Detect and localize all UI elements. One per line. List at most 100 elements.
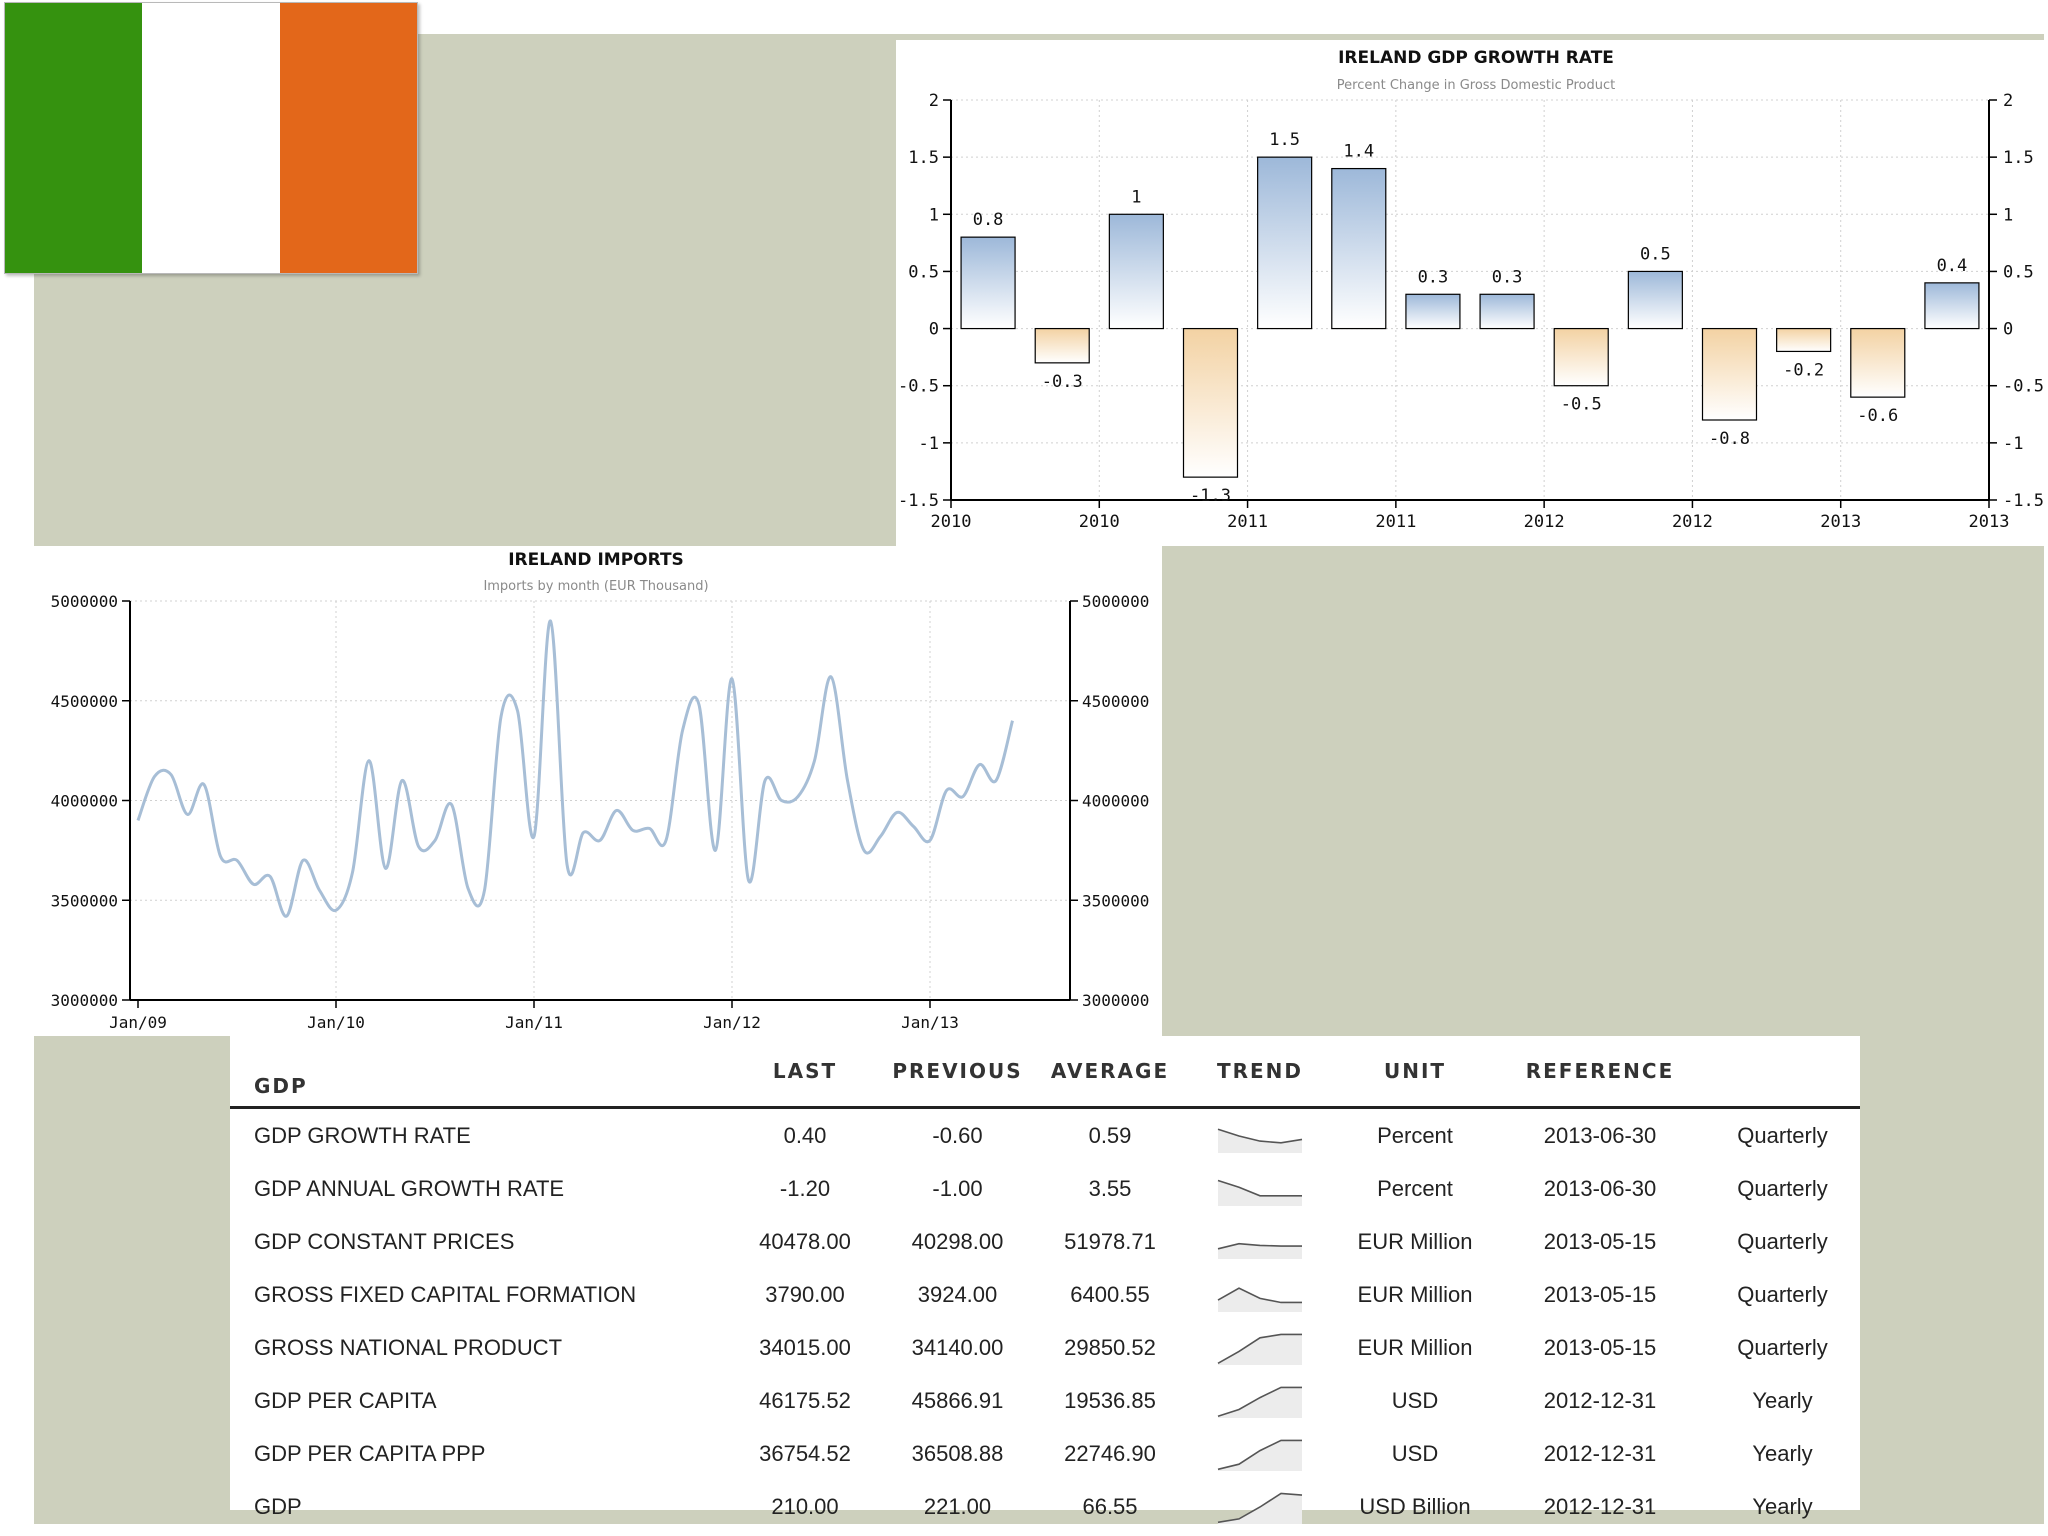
y-tick-label-right: 1.5 — [2003, 148, 2034, 168]
previous-value: -0.60 — [932, 1122, 983, 1148]
sparkline-area — [1218, 1492, 1302, 1524]
y-tick-label: 5000000 — [51, 592, 118, 611]
average-value: 3.55 — [1088, 1175, 1132, 1201]
indicator-name: GDP PER CAPITA — [254, 1387, 437, 1413]
x-tick-label: Jan/09 — [109, 1013, 167, 1032]
gdp-indicators-table: GDP LAST PREVIOUS AVERAGE TREND UNIT REF… — [230, 1036, 1860, 1533]
data-label: 1.5 — [1269, 130, 1300, 150]
y-tick-label-right: -0.5 — [2003, 377, 2044, 397]
y-tick-label-right: 2 — [2003, 91, 2013, 111]
table-header-row: GDP LAST PREVIOUS AVERAGE TREND UNIT REF… — [230, 1036, 1860, 1108]
x-tick-label: 2011 — [1227, 512, 1268, 532]
flag-orange-stripe — [279, 3, 417, 273]
indicator-name: GDP GROWTH RATE — [254, 1122, 471, 1148]
frequency-value: Quarterly — [1737, 1175, 1828, 1201]
bar — [1776, 327, 1832, 353]
y-tick-label: 4500000 — [51, 692, 118, 711]
x-tick-label: Jan/12 — [703, 1013, 761, 1032]
previous-value: 36508.88 — [911, 1440, 1004, 1466]
data-label: 0.4 — [1937, 256, 1968, 276]
bar — [1405, 293, 1461, 330]
y-tick-label: 2 — [929, 91, 939, 111]
sparkline-area — [1218, 1243, 1302, 1259]
frequency-value: Quarterly — [1737, 1281, 1828, 1307]
y-tick-label-right: 0 — [2003, 320, 2013, 340]
col-header-last: LAST — [772, 1059, 838, 1083]
sparkline — [1217, 1127, 1303, 1153]
sparkline — [1217, 1242, 1302, 1259]
y-tick-label-right: 4500000 — [1082, 692, 1149, 711]
indicator-name: GDP ANNUAL GROWTH RATE — [254, 1175, 565, 1201]
data-label: -0.8 — [1709, 429, 1750, 449]
frequency-value: Quarterly — [1737, 1334, 1828, 1360]
x-tick-label: 2012 — [1672, 512, 1713, 532]
average-value: 0.59 — [1088, 1122, 1132, 1148]
bar — [1553, 327, 1609, 387]
chart-subtitle: Percent Change in Gross Domestic Product — [1337, 78, 1615, 93]
sparkline-line — [1217, 1386, 1302, 1417]
y-tick-label-right: -1 — [2003, 434, 2023, 454]
sparkline — [1217, 1386, 1302, 1418]
sparkline-line — [1217, 1286, 1302, 1303]
previous-value: 221.00 — [923, 1493, 992, 1519]
chart-subtitle: Imports by month (EUR Thousand) — [483, 579, 708, 594]
x-tick-label: Jan/10 — [307, 1013, 365, 1032]
y-tick-label: 3000000 — [51, 991, 118, 1010]
unit-value: Percent — [1377, 1175, 1453, 1201]
y-tick-label: -1 — [919, 434, 939, 454]
frequency-value: Yearly — [1752, 1493, 1813, 1519]
reference-date: 2012-12-31 — [1543, 1493, 1657, 1519]
trend-sparkline — [1185, 1108, 1335, 1163]
bar — [1479, 293, 1535, 330]
indicator-name: GROSS FIXED CAPITAL FORMATION — [254, 1281, 637, 1307]
data-label: 1.4 — [1343, 142, 1374, 162]
last-value: 3790.00 — [765, 1281, 845, 1307]
data-label: 0.3 — [1418, 267, 1449, 287]
y-tick-label-right: 3500000 — [1082, 891, 1149, 910]
y-tick-label: 1 — [929, 205, 939, 225]
indicator-name: GDP PER CAPITA PPP — [254, 1440, 486, 1466]
sparkline-area — [1218, 1128, 1302, 1153]
data-label: 0.3 — [1492, 267, 1523, 287]
x-tick-label: 2012 — [1524, 512, 1565, 532]
bar — [1850, 327, 1906, 398]
table-row: GDP CONSTANT PRICES 40478.00 40298.00 51978… — [230, 1215, 1860, 1268]
y-tick-label-right: 3000000 — [1082, 991, 1149, 1010]
sparkline-area — [1218, 1287, 1302, 1312]
ireland-flag — [4, 2, 418, 274]
data-label: 0.5 — [1640, 244, 1671, 264]
previous-value: 40298.00 — [911, 1228, 1004, 1254]
y-tick-label: 0 — [929, 320, 939, 340]
y-tick-label-right: 5000000 — [1082, 592, 1149, 611]
data-label: 1 — [1131, 187, 1141, 207]
data-label: -0.3 — [1042, 372, 1083, 392]
sparkline-line — [1217, 1492, 1303, 1523]
unit-value: USD — [1391, 1387, 1439, 1413]
average-value: 6400.55 — [1070, 1281, 1150, 1307]
last-value: 46175.52 — [759, 1387, 851, 1413]
bar — [1182, 327, 1239, 478]
col-header-reference: REFERENCE — [1525, 1059, 1675, 1083]
gdp-table-card: GDP LAST PREVIOUS AVERAGE TREND UNIT REF… — [230, 1036, 1860, 1524]
sparkline-line — [1217, 1179, 1302, 1197]
ireland-imports-chart: IRELAND IMPORTS Imports by month (EUR Th… — [51, 550, 1150, 1032]
trend-sparkline — [1185, 1480, 1335, 1533]
bar — [1108, 213, 1164, 330]
reference-date: 2013-06-30 — [1543, 1175, 1657, 1201]
trend-sparkline — [1185, 1374, 1335, 1427]
bar — [1701, 327, 1758, 421]
x-tick-label: 2011 — [1375, 512, 1416, 532]
y-tick-label: 1.5 — [908, 148, 939, 168]
unit-value: Percent — [1377, 1122, 1453, 1148]
x-tick-label: Jan/13 — [901, 1013, 959, 1032]
chart-title: IRELAND IMPORTS — [508, 550, 684, 570]
sparkline-line — [1217, 1333, 1302, 1364]
frequency-value: Quarterly — [1737, 1228, 1828, 1254]
data-label: -0.6 — [1857, 406, 1898, 426]
average-value: 22746.90 — [1064, 1440, 1156, 1466]
indicator-name: GDP CONSTANT PRICES — [254, 1228, 515, 1254]
table-row: GDP PER CAPITA PPP 36754.52 36508.88 22746.… — [230, 1427, 1860, 1480]
trend-sparkline — [1185, 1321, 1335, 1374]
bar — [960, 236, 1016, 330]
unit-value: EUR Million — [1357, 1334, 1473, 1360]
